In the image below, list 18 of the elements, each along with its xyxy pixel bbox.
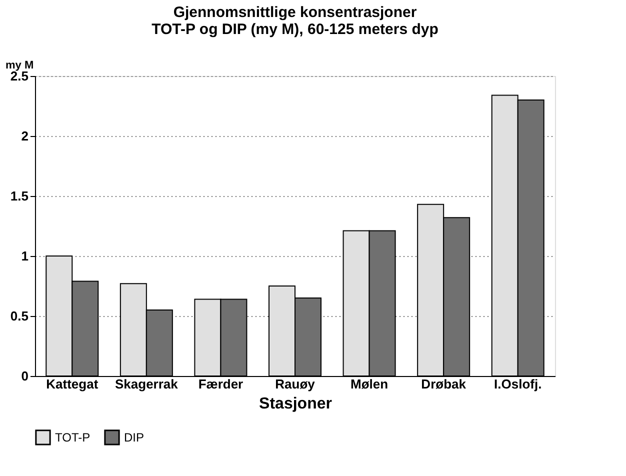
- x-tick-label: Skagerrak: [114, 376, 179, 392]
- x-tick-label: Kattegat: [46, 376, 99, 392]
- y-tick-label: 1.5: [10, 188, 28, 204]
- y-tick-label: 1: [21, 248, 28, 264]
- x-tick-label: Drøbak: [421, 376, 467, 392]
- y-tick-label: 0: [21, 368, 28, 384]
- legend-label: DIP: [124, 430, 144, 444]
- legend-label: TOT-P: [55, 430, 90, 444]
- x-axis-title: Stasjoner: [259, 396, 332, 412]
- y-axis-title: my M: [6, 60, 34, 72]
- y-tick-label: 2: [21, 128, 28, 144]
- text: TOT-P og DIP (my M), 60-125 meters dyp: [152, 21, 438, 38]
- x-tick-label: Færder: [198, 376, 244, 392]
- x-tick-label: Mølen: [350, 376, 388, 392]
- y-tick-label: 0.5: [10, 308, 28, 324]
- text: Gjennomsnittlige konsentrasjoner: [173, 4, 417, 21]
- x-tick-label: I.Oslofj.: [494, 376, 542, 392]
- x-tick-label: Rauøy: [275, 376, 316, 392]
